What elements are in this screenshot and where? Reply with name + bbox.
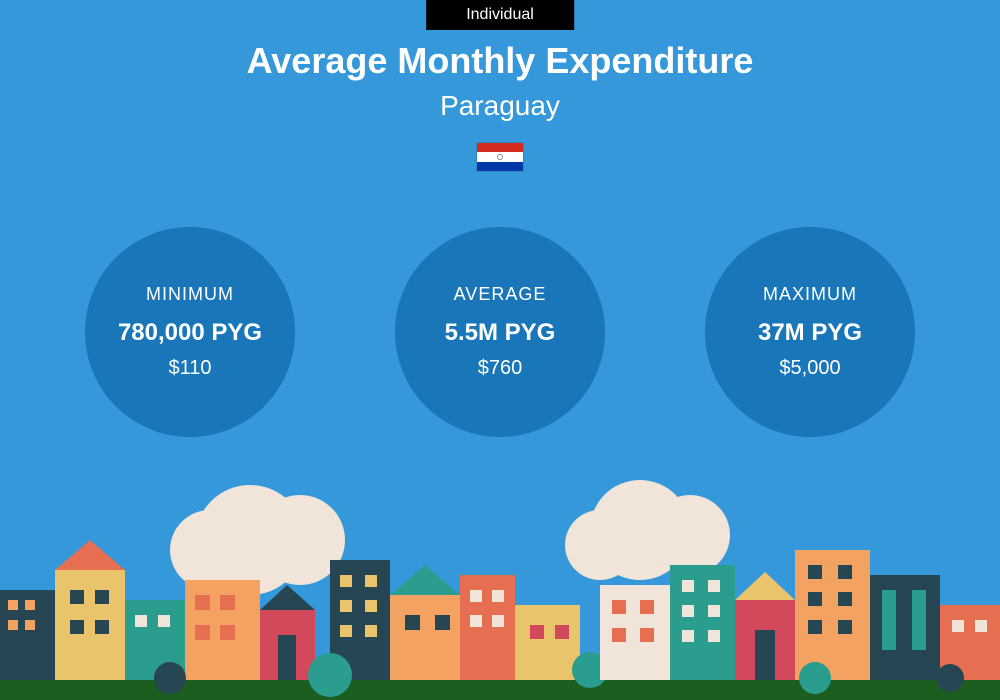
country-name: Paraguay [0,90,1000,122]
category-badge: Individual [426,0,574,30]
stats-row: MINIMUM 780,000 PYG $110 AVERAGE 5.5M PY… [0,227,1000,437]
stat-value: 5.5M PYG [445,319,556,347]
stat-maximum: MAXIMUM 37M PYG $5,000 [705,227,915,437]
cityscape-illustration [0,480,1000,700]
stat-usd: $110 [168,357,211,380]
stat-minimum: MINIMUM 780,000 PYG $110 [85,227,295,437]
paraguay-flag-icon [476,142,524,172]
stat-value: 37M PYG [758,319,862,347]
stat-value: 780,000 PYG [118,319,262,347]
page-title: Average Monthly Expenditure [0,40,1000,82]
stat-usd: $5,000 [779,357,840,380]
stat-usd: $760 [478,357,523,380]
stat-label: AVERAGE [454,284,547,305]
stat-label: MAXIMUM [763,284,857,305]
infographic-container: Individual Average Monthly Expenditure P… [0,0,1000,700]
stat-label: MINIMUM [146,284,234,305]
stat-average: AVERAGE 5.5M PYG $760 [395,227,605,437]
